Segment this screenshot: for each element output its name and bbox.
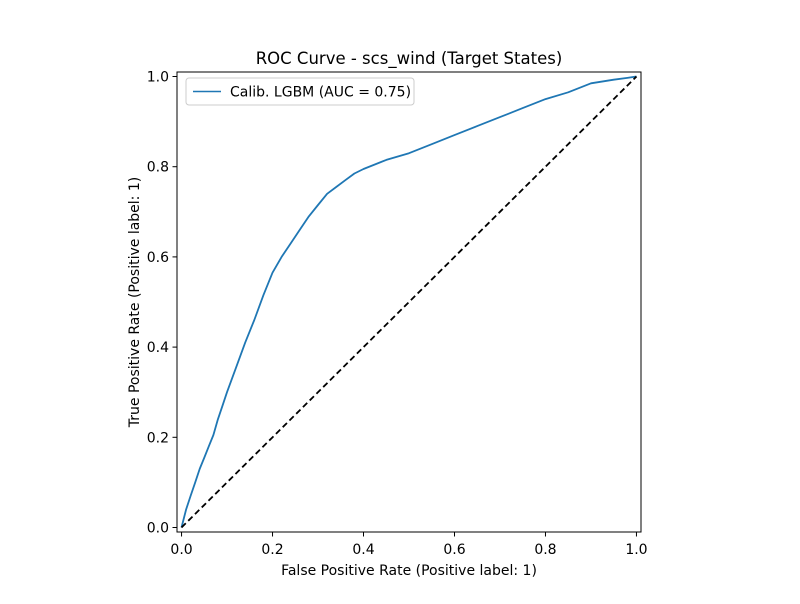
chart-title: ROC Curve - scs_wind (Target States): [256, 49, 563, 69]
plot-area: [180, 75, 638, 529]
axes-frame: [176, 71, 642, 533]
x-tick-label: 1.0: [625, 542, 647, 558]
y-tick-label: 0.4: [147, 340, 169, 356]
y-tick-label: 1.0: [147, 70, 169, 86]
y-axis-label: True Positive Rate (Positive label: 1): [127, 177, 143, 428]
x-tick-label: 0.0: [170, 542, 192, 558]
chance-diagonal-line: [180, 75, 638, 529]
y-tick-label: 0.8: [147, 160, 169, 176]
x-tick-label: 0.2: [261, 542, 283, 558]
legend-box: [185, 77, 415, 106]
legend: Calib. LGBM (AUC = 0.75): [185, 77, 415, 106]
y-tick-label: 0.6: [147, 250, 169, 266]
roc-curve-line: [180, 75, 637, 528]
x-tick-label: 0.4: [352, 542, 374, 558]
x-axis-label: False Positive Rate (Positive label: 1): [281, 563, 537, 579]
y-tick-label: 0.2: [147, 430, 169, 446]
x-tick-label: 0.6: [443, 542, 465, 558]
x-tick-label: 0.8: [534, 542, 556, 558]
y-tick-label: 0.0: [147, 520, 169, 536]
axis-ticks: 0.0 0.2 0.4 0.6 0.8 1.0 0.0 0.2 0.4 0.6 0.8 1.0: [147, 70, 648, 558]
legend-label: Calib. LGBM (AUC = 0.75): [230, 85, 411, 101]
